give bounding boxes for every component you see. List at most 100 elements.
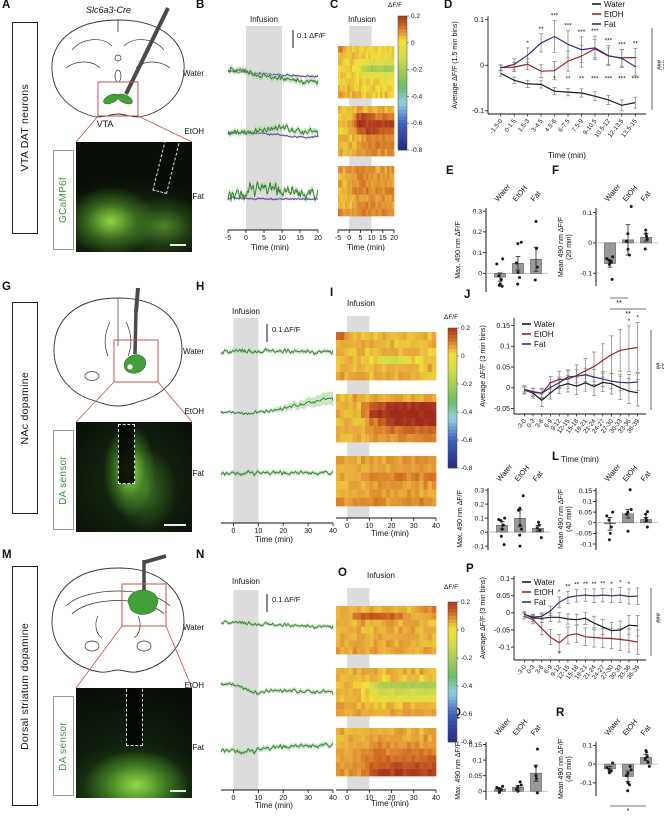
svg-text:0.05: 0.05: [579, 509, 592, 516]
svg-text:Average ΔF/F (3 min bins): Average ΔF/F (3 min bins): [480, 577, 487, 659]
svg-text:0: 0: [478, 789, 482, 796]
svg-text:0.1: 0.1: [473, 757, 483, 764]
heatmap-panel-dstr: 0 10 20 30 40 0.2 0 -0.2 -0.4 -0.6 -0.8: [336, 588, 473, 802]
panel-letter-e: E: [446, 165, 454, 177]
svg-text:-0.1: -0.1: [580, 271, 592, 278]
svg-text:**: **: [539, 26, 545, 33]
svg-text:5: 5: [358, 235, 362, 242]
svg-text:30: 30: [304, 528, 312, 535]
svg-text:20: 20: [388, 795, 396, 802]
svg-text:EtOH: EtOH: [621, 717, 640, 737]
construct-cre-label: Slc6a3-Cre: [86, 5, 132, 16]
infusion-label-i: Infusion: [346, 299, 376, 308]
trace-plot-nac: 0 10 20 30 40: [220, 318, 337, 535]
svg-text:*: *: [558, 589, 561, 596]
row-label-box-vta: VTA DAT neurons: [12, 22, 38, 234]
svg-text:30: 30: [410, 523, 418, 530]
panel-letter-f: F: [552, 165, 560, 177]
vta-region-right: [117, 93, 133, 105]
svg-text:Fat: Fat: [604, 20, 616, 29]
svg-text:EtOH: EtOH: [604, 10, 624, 19]
infusion-label-c: Infusion: [347, 15, 377, 24]
svg-text:Water: Water: [603, 716, 623, 737]
panel-letter-b: B: [196, 0, 205, 11]
optic-fiber: [124, 7, 170, 95]
svg-text:*: *: [628, 318, 631, 325]
svg-text:3-6: 3-6: [534, 664, 545, 676]
svg-text:***: ***: [605, 75, 613, 82]
zoom-connector-left: [75, 381, 115, 423]
svg-text:§§§: §§§: [662, 60, 664, 70]
svg-text:**: **: [616, 298, 622, 307]
row-label-nac: NAc dopamine: [19, 371, 31, 445]
svg-text:0.2: 0.2: [461, 599, 470, 606]
panel-letter-o: O: [338, 567, 347, 579]
svg-text:0: 0: [506, 610, 510, 617]
svg-text:0.15: 0.15: [579, 488, 592, 495]
trace-row-label: Fat: [192, 192, 204, 201]
svg-text:Water: Water: [534, 578, 555, 587]
svg-text:(20 min): (20 min): [566, 234, 573, 260]
svg-text:*: *: [610, 581, 613, 588]
svg-text:Max. 490 nm ΔF/F: Max. 490 nm ΔF/F: [455, 742, 462, 800]
infusion-label-h: Infusion: [231, 307, 261, 316]
heatmap-panel-nac: 0 10 20 30 40 0.2 0 -0.2 -0.4 -0.6 -0.8: [336, 316, 473, 530]
infusion-label-n: Infusion: [231, 577, 261, 586]
svg-text:0.05: 0.05: [496, 364, 510, 371]
trace-plot-vta: -5 0 5 10 15 20: [225, 26, 322, 242]
zoom-box: [113, 339, 159, 383]
svg-text:-0.1: -0.1: [472, 543, 484, 550]
svg-text:-5: -5: [335, 235, 341, 242]
zoom-connector-left: [75, 625, 123, 689]
svg-text:20: 20: [279, 528, 287, 535]
svg-text:-0.6: -0.6: [461, 437, 473, 444]
svg-text:0.2: 0.2: [411, 13, 420, 20]
line-chart-vta: 0.10-0.1-1.5-0 0-1.5 1.5-3 3-4.5 4.5-6 6-7.5 7…: [452, 0, 664, 160]
svg-text:0: 0: [480, 529, 484, 536]
zoom-connector-right: [165, 625, 193, 689]
svg-text:20: 20: [388, 523, 396, 530]
svg-text:0: 0: [231, 528, 235, 535]
svg-text:Max. 490 nm ΔF/F: Max. 490 nm ΔF/F: [457, 490, 464, 548]
svg-text:10: 10: [278, 235, 286, 242]
svg-text:Fat: Fat: [639, 188, 653, 203]
svg-text:Fat: Fat: [534, 598, 546, 607]
panel-letter-c: C: [330, 0, 339, 11]
svg-text:Water: Water: [495, 462, 515, 483]
svg-text:###: ###: [655, 60, 661, 71]
nac-region: [123, 354, 147, 374]
svg-text:10: 10: [365, 795, 373, 802]
fluorescence-image-nac: [76, 422, 192, 532]
svg-text:EtOH: EtOH: [511, 183, 530, 203]
svg-text:0: 0: [461, 627, 465, 634]
svg-text:-0.1: -0.1: [580, 541, 592, 548]
svg-text:*: *: [619, 580, 622, 587]
svg-text:EtOH: EtOH: [513, 463, 532, 483]
svg-text:0: 0: [461, 353, 465, 360]
panel-letter-g: G: [2, 281, 11, 293]
trace-row-label: Water: [182, 623, 204, 632]
svg-text:0: 0: [480, 63, 484, 70]
svg-text:0: 0: [244, 235, 248, 242]
svg-text:0.2: 0.2: [461, 325, 470, 332]
svg-text:**: **: [592, 581, 598, 588]
trace-row-label: Water: [182, 347, 204, 356]
svg-text:Water: Water: [603, 182, 623, 203]
svg-text:EtOH: EtOH: [534, 588, 554, 597]
svg-text:§§: §§: [661, 363, 664, 370]
svg-text:0: 0: [411, 40, 415, 47]
svg-text:10: 10: [368, 235, 376, 242]
slc6a3-cre-text: Slc6a3-Cre: [86, 5, 132, 15]
svg-text:-0.4: -0.4: [411, 93, 423, 100]
svg-text:0-3: 0-3: [526, 418, 537, 430]
panel-letter-p: P: [466, 563, 474, 575]
optic-fiber: [133, 309, 138, 355]
svg-text:0.1: 0.1: [473, 250, 483, 257]
svg-text:Mean 490 nm ΔF/F: Mean 490 nm ΔF/F: [558, 217, 565, 277]
svg-text:Average ΔF/F (3 min bins): Average ΔF/F (3 min bins): [480, 325, 487, 407]
